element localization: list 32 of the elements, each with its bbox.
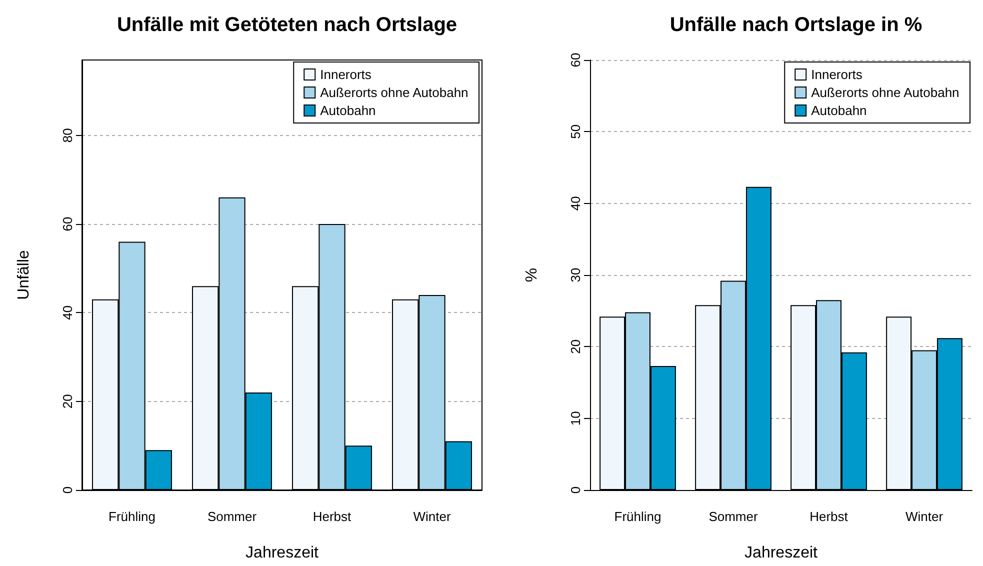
chart-title: Unfälle nach Ortslage in % [670, 14, 922, 36]
y-tick-label: 0 [60, 486, 75, 494]
y-tick-label: 60 [60, 216, 75, 232]
y-tick-label: 30 [568, 268, 583, 282]
legend-label: Innerorts [811, 67, 863, 82]
y-axis-title: % [524, 268, 540, 282]
legend-label: Außerorts ohne Autobahn [811, 85, 960, 100]
y-tick-label: 40 [568, 196, 583, 211]
y-tick-label: 60 [568, 52, 583, 68]
legend-label: Autobahn [811, 103, 867, 118]
legend-label: Autobahn [320, 103, 376, 118]
y-tick-label: 0 [568, 486, 583, 494]
x-axis-title: Jahreszeit [246, 544, 320, 562]
x-tick-label: Winter [905, 509, 944, 524]
x-tick-label: Frühling [614, 509, 662, 524]
y-tick-label: 80 [60, 128, 75, 143]
y-tick-label: 40 [60, 305, 75, 320]
y-tick-label: 10 [568, 411, 583, 426]
x-tick-label: Herbst [810, 509, 848, 524]
chart-title: Unfälle mit Getöteten nach Ortslage [116, 14, 458, 36]
legend-label: Innerorts [320, 67, 372, 82]
y-tick-label: 50 [568, 124, 583, 139]
y-tick-label: 20 [568, 339, 583, 354]
x-tick-label: Sommer [708, 509, 758, 524]
y-axis-title: Unfälle [16, 250, 32, 300]
x-tick-label: Frühling [108, 509, 156, 524]
x-tick-label: Sommer [207, 509, 258, 524]
y-tick-label: 20 [60, 394, 75, 409]
x-tick-label: Herbst [312, 509, 352, 524]
x-tick-label: Winter [413, 509, 452, 524]
legend-label: Außerorts ohne Autobahn [320, 85, 468, 100]
x-axis-title: Jahreszeit [744, 544, 818, 562]
